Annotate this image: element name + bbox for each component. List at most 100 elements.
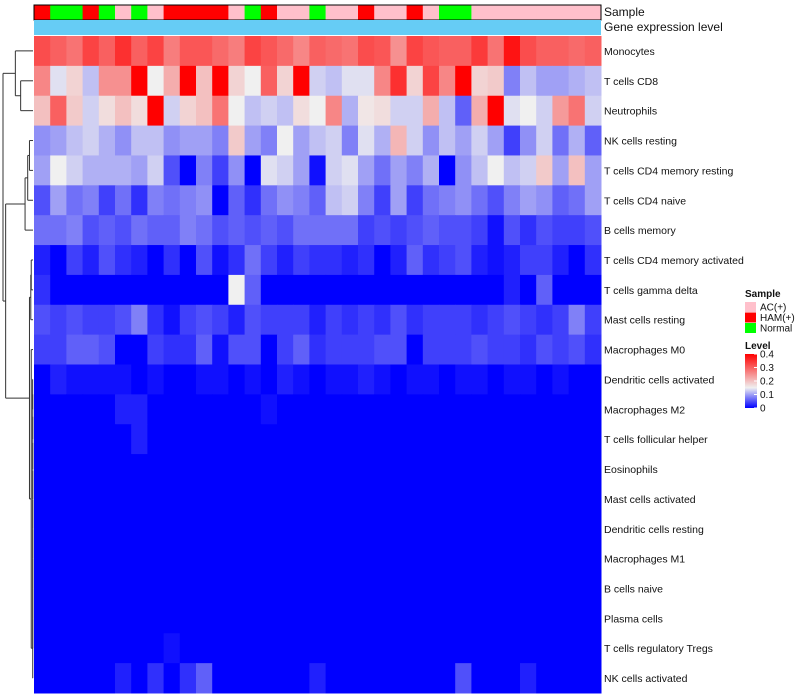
row-label: T cells regulatory Tregs <box>604 643 713 655</box>
heatmap-cell <box>293 274 310 306</box>
heatmap-cell <box>34 215 51 246</box>
heatmap-cell <box>584 483 602 515</box>
heatmap-cell <box>406 483 424 515</box>
heatmap-cell <box>34 95 51 127</box>
heatmap-cell <box>374 155 391 186</box>
heatmap-cell <box>179 274 197 306</box>
heatmap-cell <box>471 334 489 365</box>
heatmap-cell <box>503 573 521 604</box>
heatmap-cell <box>163 274 181 306</box>
heatmap-cell <box>179 394 197 425</box>
heatmap-cell <box>341 663 359 694</box>
heatmap-cell <box>98 633 116 664</box>
heatmap-cell <box>503 543 521 575</box>
heatmap-cell <box>244 65 262 97</box>
heatmap-cell <box>131 663 148 694</box>
heatmap-cell <box>309 334 327 365</box>
heatmap-cell <box>293 603 310 634</box>
heatmap-cell <box>131 274 148 306</box>
heatmap-cell <box>552 245 570 276</box>
heatmap-cell <box>228 663 246 694</box>
heatmap-cell <box>390 65 408 97</box>
heatmap-cell <box>115 215 132 246</box>
heatmap-cell <box>309 304 327 336</box>
heatmap-cell <box>179 36 197 67</box>
heatmap-cell <box>406 65 424 97</box>
heatmap-cell <box>536 125 553 156</box>
heatmap-cell <box>82 334 100 365</box>
heatmap-cell <box>325 65 343 97</box>
legend-sample-swatch <box>745 323 756 333</box>
heatmap-cell <box>390 573 408 604</box>
heatmap-cell <box>98 663 116 694</box>
heatmap-cell <box>406 304 424 336</box>
heatmap-cell <box>439 125 456 156</box>
heatmap-cell <box>309 573 327 604</box>
heatmap-cell <box>325 185 343 216</box>
heatmap-cell <box>309 633 327 664</box>
heatmap-cell <box>568 483 586 515</box>
heatmap-cell <box>293 36 310 67</box>
heatmap-cell <box>422 155 440 186</box>
heatmap-cell <box>179 573 197 604</box>
heatmap-cell <box>179 245 197 276</box>
heatmap-cell <box>503 394 521 425</box>
heatmap-cell <box>115 185 132 216</box>
heatmap-cell <box>503 633 521 664</box>
heatmap-cell <box>503 36 521 67</box>
heatmap-cell <box>584 95 602 127</box>
heatmap-cell <box>309 185 327 216</box>
heatmap-cell <box>277 573 294 604</box>
row-label: Macrophages M0 <box>604 345 685 357</box>
sample-annotation-cell <box>390 5 407 20</box>
heatmap-cell <box>584 633 602 664</box>
heatmap-cell <box>277 36 294 67</box>
heatmap-cell <box>374 364 391 395</box>
heatmap-cell <box>439 603 456 634</box>
heatmap-cell <box>98 483 116 515</box>
row-label: T cells CD4 memory resting <box>604 165 733 177</box>
heatmap-cell <box>487 155 505 186</box>
heatmap-cell <box>487 424 505 455</box>
heatmap-cell <box>536 304 553 336</box>
heatmap-cell <box>520 633 537 664</box>
heatmap-cell <box>309 274 327 306</box>
heatmap-cell <box>309 513 327 545</box>
heatmap-cell <box>520 245 537 276</box>
heatmap-cell <box>374 185 391 216</box>
heatmap-cell <box>179 633 197 664</box>
heatmap-cell <box>439 483 456 515</box>
heatmap-cell <box>341 95 359 127</box>
heatmap-cell <box>82 603 100 634</box>
heatmap-cell <box>520 663 537 694</box>
heatmap-cell <box>212 304 229 336</box>
heatmap-cell <box>179 65 197 97</box>
heatmap-cell <box>163 304 181 336</box>
heatmap-cell <box>34 633 51 664</box>
heatmap-cell <box>34 543 51 575</box>
heatmap-cell <box>374 274 391 306</box>
heatmap-cell <box>552 573 570 604</box>
heatmap-cell <box>212 334 229 365</box>
row-label: T cells CD4 memory activated <box>604 255 744 267</box>
heatmap-cell <box>147 65 165 97</box>
heatmap-cell <box>50 215 67 246</box>
heatmap-cell <box>520 36 537 67</box>
heatmap-cell <box>358 185 375 216</box>
heatmap-cell <box>487 65 505 97</box>
heatmap-cell <box>439 663 456 694</box>
heatmap-cell <box>422 663 440 694</box>
heatmap-cell <box>66 125 84 156</box>
heatmap-cell <box>503 185 521 216</box>
heatmap-cell <box>374 603 391 634</box>
heatmap-cell <box>422 245 440 276</box>
heatmap-cell <box>358 36 375 67</box>
sample-annotation-cell <box>358 5 375 20</box>
heatmap-cell <box>244 454 262 485</box>
heatmap-cell <box>422 424 440 455</box>
heatmap-cell <box>179 454 197 485</box>
heatmap-cell <box>487 633 505 664</box>
heatmap-cell <box>536 394 553 425</box>
heatmap-cell <box>341 513 359 545</box>
heatmap-cell <box>471 245 489 276</box>
